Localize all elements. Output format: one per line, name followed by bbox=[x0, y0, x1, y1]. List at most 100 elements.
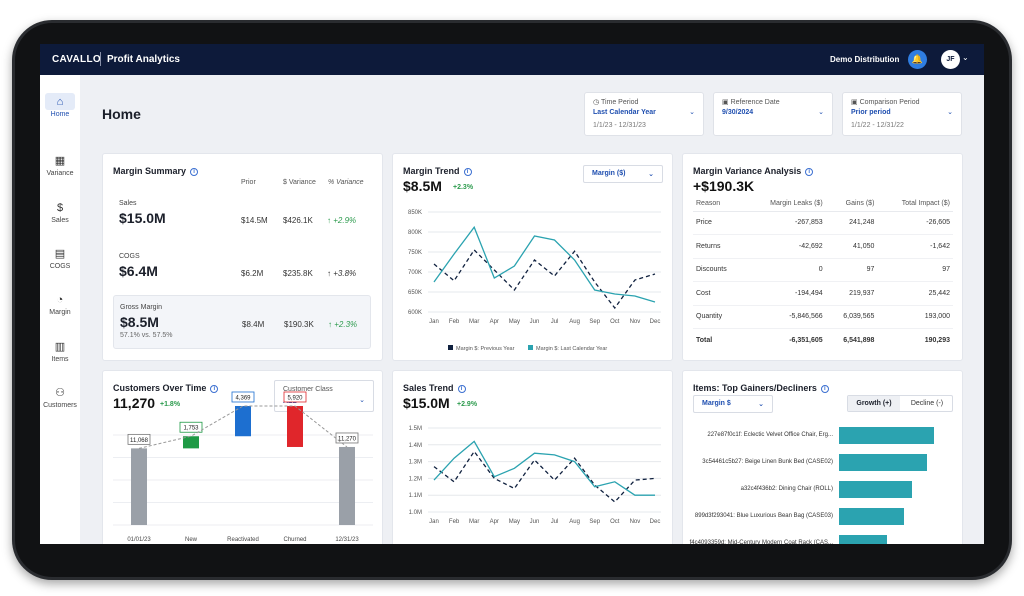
cell: -42,692 bbox=[744, 234, 826, 259]
comparison-period-filter[interactable]: ▣ Comparison Period Prior period ⌄ 1/1/2… bbox=[842, 92, 962, 136]
item-bar[interactable] bbox=[839, 481, 913, 498]
item-label[interactable]: f4c4093359d: Mid-Century Modern Coat Rac… bbox=[689, 540, 833, 544]
avatar[interactable]: JF bbox=[941, 50, 960, 69]
bell-icon[interactable]: 🔔 bbox=[908, 50, 927, 69]
item-label[interactable]: 227e87f0c1f: Eclectic Velvet Office Chai… bbox=[707, 432, 833, 438]
sidebar-item-items[interactable]: ▥ Items bbox=[40, 336, 80, 372]
item-bar[interactable] bbox=[839, 535, 887, 544]
info-icon[interactable]: i bbox=[210, 385, 219, 393]
cell: 25,442 bbox=[877, 281, 953, 306]
x-tick-label: Jan bbox=[429, 319, 439, 325]
data-label-box bbox=[283, 391, 307, 403]
x-tick-label: Nov bbox=[630, 319, 641, 325]
home-icon: ⌂ bbox=[56, 96, 64, 108]
y-tick-label: 700K bbox=[408, 270, 422, 276]
series-line bbox=[433, 225, 656, 303]
metric-dropdown[interactable]: Margin ($) ⌄ bbox=[583, 165, 663, 183]
company-selector[interactable]: Demo Distribution bbox=[830, 55, 900, 64]
cell: -267,853 bbox=[744, 211, 826, 235]
item-label[interactable]: 899d3f293041: Blue Luxurious Bean Bag (C… bbox=[694, 513, 833, 519]
card-title-text: Margin Variance Analysis bbox=[693, 166, 802, 176]
filter-range: 1/1/23 - 12/31/23 bbox=[593, 122, 646, 129]
metric-dropdown[interactable]: Margin $ ⌄ bbox=[693, 395, 773, 413]
metric-value: $8.5M bbox=[403, 178, 442, 194]
clock-icon-label: ◷ Time Period bbox=[593, 99, 639, 106]
cell: Discounts bbox=[693, 258, 745, 282]
row-label: Gross Margin bbox=[120, 304, 163, 311]
item-bar[interactable] bbox=[839, 427, 934, 444]
row-pct: ↑ +2.9% bbox=[327, 216, 357, 225]
cell: -1,642 bbox=[877, 234, 953, 259]
table-row[interactable]: Discounts 0 97 97 bbox=[693, 258, 953, 282]
table-row[interactable]: Quantity -5,846,566 6,039,565 193,000 bbox=[693, 305, 953, 329]
reference-date-filter[interactable]: ▣ Reference Date 9/30/2024 ⌄ bbox=[713, 92, 833, 136]
active-indicator bbox=[45, 93, 75, 110]
item-bar[interactable] bbox=[839, 454, 928, 471]
dropdown-value: Margin ($) bbox=[592, 170, 626, 177]
cell: 219,937 bbox=[825, 281, 878, 306]
y-tick-label: 600K bbox=[408, 310, 422, 316]
customers-card: Customers Over Time i 11,270 +1.8% Custom… bbox=[102, 370, 383, 544]
x-tick-label: Dec bbox=[650, 319, 661, 325]
data-label: 11,270 bbox=[338, 436, 357, 442]
metric-change: +2.3% bbox=[453, 184, 474, 191]
table-row[interactable]: Cost -194,494 219,937 25,442 bbox=[693, 281, 953, 306]
data-label-box bbox=[179, 421, 203, 433]
table-row[interactable]: Returns -42,692 41,050 -1,642 bbox=[693, 234, 953, 259]
sidebar-item-variance[interactable]: ▦ Variance bbox=[40, 150, 80, 186]
sidebar-item-label: Sales bbox=[51, 217, 69, 224]
item-bar[interactable] bbox=[839, 508, 904, 525]
filter-label: Comparison Period bbox=[859, 99, 920, 106]
x-tick-label: Jul bbox=[551, 319, 559, 325]
summary-row-sales[interactable]: Sales $15.0M $14.5M $426.1K ↑ +2.9% bbox=[113, 192, 371, 242]
cell: Returns bbox=[693, 234, 745, 259]
info-icon[interactable]: i bbox=[820, 385, 829, 393]
items-icon: ▥ bbox=[54, 341, 66, 353]
row-label: COGS bbox=[119, 253, 140, 260]
tab-decline[interactable]: Decline (-) bbox=[910, 400, 944, 407]
metric-value: $15.0M bbox=[403, 395, 450, 411]
sidebar-item-home[interactable]: ⌂ Home bbox=[40, 91, 80, 127]
cell: -26,605 bbox=[877, 211, 953, 235]
series-line bbox=[433, 450, 656, 503]
filter-value: 9/30/2024 bbox=[722, 109, 754, 116]
sidebar-item-label: Margin bbox=[49, 309, 71, 316]
cell: 0 bbox=[744, 258, 826, 282]
y-tick-label: 1.5M bbox=[409, 426, 422, 432]
card-title-text: Margin Summary bbox=[113, 166, 187, 176]
tab-growth[interactable]: Growth (+) bbox=[848, 396, 900, 411]
table-row[interactable]: Price -267,853 241,248 -26,605 bbox=[693, 211, 953, 235]
time-period-filter[interactable]: ◷ Time Period Last Calendar Year ⌄ 1/1/2… bbox=[584, 92, 704, 136]
item-label[interactable]: 3c54461c5b27: Beige Linen Bunk Bed (CASE… bbox=[702, 459, 833, 465]
info-icon[interactable]: i bbox=[805, 168, 814, 176]
sidebar-item-sales[interactable]: $ Sales bbox=[40, 197, 80, 233]
metric-change: +1.8% bbox=[160, 401, 181, 408]
sidebar-item-customers[interactable]: ⚇ Customers bbox=[40, 382, 80, 418]
card-title: Margin Summary i bbox=[113, 166, 199, 176]
sidebar-item-label: Home bbox=[50, 111, 70, 118]
data-label: 4,369 bbox=[235, 395, 251, 401]
y-tick-label: 1.4M bbox=[409, 443, 422, 449]
sidebar-item-label: Items bbox=[51, 356, 69, 363]
sidebar-item-margin[interactable]: ◔ Margin bbox=[40, 289, 80, 325]
summary-row-gross-margin[interactable]: Gross Margin $8.5M 57.1% vs. 57.5% $8.4M… bbox=[113, 295, 371, 349]
y-tick-label: 1.2M bbox=[409, 476, 422, 482]
cell: 6,039,565 bbox=[825, 305, 878, 329]
chevron-down-icon: ⌄ bbox=[648, 171, 654, 178]
cell: Quantity bbox=[693, 305, 745, 329]
sidebar-item-cogs[interactable]: ▤ COGS bbox=[40, 243, 80, 279]
cell: -5,846,566 bbox=[744, 305, 826, 329]
info-icon[interactable]: i bbox=[463, 168, 472, 176]
waterfall-bar bbox=[339, 446, 355, 525]
summary-row-cogs[interactable]: COGS $6.4M $6.2M $235.8K ↑ +3.8% bbox=[113, 245, 371, 295]
row-value: $6.4M bbox=[119, 263, 158, 279]
info-icon[interactable]: i bbox=[457, 385, 466, 393]
legend-label: Margin $: Last Calendar Year bbox=[536, 346, 607, 352]
x-tick-label: May bbox=[509, 519, 520, 525]
cell: -6,351,605 bbox=[744, 328, 826, 352]
info-icon[interactable]: i bbox=[190, 168, 199, 176]
item-label[interactable]: a32c4f436b2: Dining Chair (ROLL) bbox=[740, 486, 833, 492]
row-variance: $190.3K bbox=[284, 320, 314, 329]
customers-waterfall-chart: 11,068 01/01/23 1,753 New 4,369 Reactivated 5,… bbox=[113, 391, 373, 543]
chevron-down-icon[interactable]: ⌄ bbox=[962, 53, 969, 62]
